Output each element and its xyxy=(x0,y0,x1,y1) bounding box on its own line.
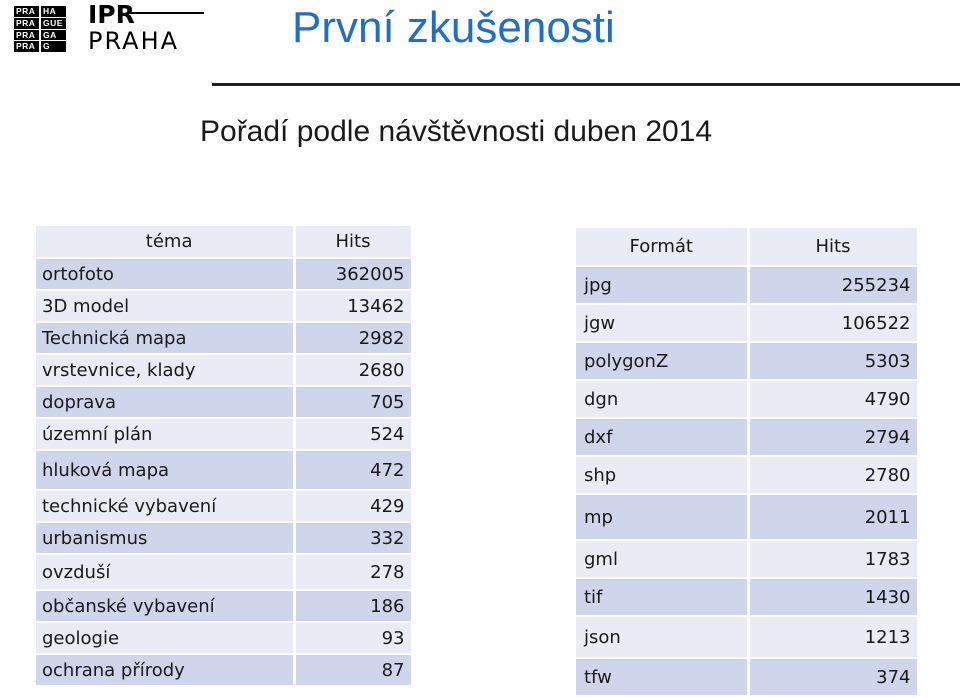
row-hits: 13462 xyxy=(294,290,414,323)
row-hits: 2780 xyxy=(748,456,920,495)
table-row: jpg 255234 xyxy=(576,266,920,305)
row-hits: 705 xyxy=(294,386,414,419)
table-row: polygonZ 5303 xyxy=(576,342,920,381)
row-label: občanské vybavení xyxy=(36,590,296,623)
row-label: shp xyxy=(576,456,750,495)
logo-rule xyxy=(130,12,204,14)
column-header-hits: Hits xyxy=(748,228,920,267)
table-row: tif 1430 xyxy=(576,578,920,617)
table-header-row: téma Hits xyxy=(36,226,414,259)
logo-cell: GUE xyxy=(41,17,66,29)
row-hits: 332 xyxy=(294,522,414,555)
row-label: jgw xyxy=(576,304,750,343)
row-label: polygonZ xyxy=(576,342,750,381)
row-hits: 255234 xyxy=(748,266,920,305)
table-row: hluková mapa 472 xyxy=(36,450,414,491)
row-label: hluková mapa xyxy=(36,450,296,491)
row-label: dgn xyxy=(576,380,750,419)
logo-cell: G xyxy=(41,41,66,52)
table-row: ortofoto 362005 xyxy=(36,258,414,291)
table-row: gml 1783 xyxy=(576,540,920,579)
ipr-praha-logo: IPR PRAHA xyxy=(88,0,208,58)
row-hits: 362005 xyxy=(294,258,414,291)
column-header-hits: Hits xyxy=(294,226,414,259)
row-hits: 2680 xyxy=(294,354,414,387)
table-row: dxf 2794 xyxy=(576,418,920,457)
row-hits: 278 xyxy=(294,554,414,591)
table-header-row: Formát Hits xyxy=(576,228,920,267)
table-row: technické vybavení 429 xyxy=(36,490,414,523)
logo-ipr-text: IPR xyxy=(88,0,135,29)
row-label: urbanismus xyxy=(36,522,296,555)
row-label: gml xyxy=(576,540,750,579)
row-label: ortofoto xyxy=(36,258,296,291)
row-hits: 2982 xyxy=(294,322,414,355)
logo-cell: PRA xyxy=(14,17,39,29)
row-hits: 87 xyxy=(294,654,414,687)
row-label: mp xyxy=(576,494,750,541)
row-hits: 186 xyxy=(294,590,414,623)
table-row: tfw 374 xyxy=(576,658,920,697)
row-label: doprava xyxy=(36,386,296,419)
row-label: geologie xyxy=(36,622,296,655)
table-row: dgn 4790 xyxy=(576,380,920,419)
row-label: jpg xyxy=(576,266,750,305)
row-hits: 2794 xyxy=(748,418,920,457)
row-hits: 374 xyxy=(748,658,920,697)
row-label: json xyxy=(576,616,750,659)
table-row: ovzduší 278 xyxy=(36,554,414,591)
topic-hits-table: téma Hits ortofoto 362005 3D model 13462 Tec… xyxy=(36,226,414,687)
logo-cell: GA xyxy=(41,29,66,41)
column-header-topic: téma xyxy=(36,226,296,259)
row-hits: 2011 xyxy=(748,494,920,541)
row-label: 3D model xyxy=(36,290,296,323)
logo-praha-text: PRAHA xyxy=(88,27,180,55)
logo-cell: HA xyxy=(41,6,66,17)
row-hits: 1783 xyxy=(748,540,920,579)
praha-logo-grid: PRA HA PRA GUE PRA GA PRA G xyxy=(14,6,66,52)
table-row: občanské vybavení 186 xyxy=(36,590,414,623)
table-row: urbanismus 332 xyxy=(36,522,414,555)
row-label: tif xyxy=(576,578,750,617)
table-row: shp 2780 xyxy=(576,456,920,495)
page-title: První zkušenosti xyxy=(292,3,615,52)
row-hits: 524 xyxy=(294,418,414,451)
table-row: 3D model 13462 xyxy=(36,290,414,323)
table-row: json 1213 xyxy=(576,616,920,659)
table-row: Technická mapa 2982 xyxy=(36,322,414,355)
row-label: ochrana přírody xyxy=(36,654,296,687)
table-row: geologie 93 xyxy=(36,622,414,655)
table-row: územní plán 524 xyxy=(36,418,414,451)
row-hits: 429 xyxy=(294,490,414,523)
row-label: ovzduší xyxy=(36,554,296,591)
row-hits: 4790 xyxy=(748,380,920,419)
title-divider xyxy=(212,83,960,86)
row-label: Technická mapa xyxy=(36,322,296,355)
row-hits: 472 xyxy=(294,450,414,491)
table-row: vrstevnice, klady 2680 xyxy=(36,354,414,387)
slide-subtitle: Pořadí podle návštěvnosti duben 2014 xyxy=(200,115,713,148)
row-hits: 106522 xyxy=(748,304,920,343)
row-label: technické vybavení xyxy=(36,490,296,523)
table-row: mp 2011 xyxy=(576,494,920,541)
row-label: vrstevnice, klady xyxy=(36,354,296,387)
row-hits: 93 xyxy=(294,622,414,655)
row-label: tfw xyxy=(576,658,750,697)
row-label: územní plán xyxy=(36,418,296,451)
logo-cell: PRA xyxy=(14,6,39,17)
table-row: doprava 705 xyxy=(36,386,414,419)
row-hits: 5303 xyxy=(748,342,920,381)
row-label: dxf xyxy=(576,418,750,457)
row-hits: 1213 xyxy=(748,616,920,659)
table-row: ochrana přírody 87 xyxy=(36,654,414,687)
table-row: jgw 106522 xyxy=(576,304,920,343)
format-hits-table: Formát Hits jpg 255234 jgw 106522 polygonZ 53… xyxy=(576,228,920,697)
column-header-format: Formát xyxy=(576,228,750,267)
logo-cell: PRA xyxy=(14,41,39,52)
logo-cell: PRA xyxy=(14,29,39,41)
row-hits: 1430 xyxy=(748,578,920,617)
